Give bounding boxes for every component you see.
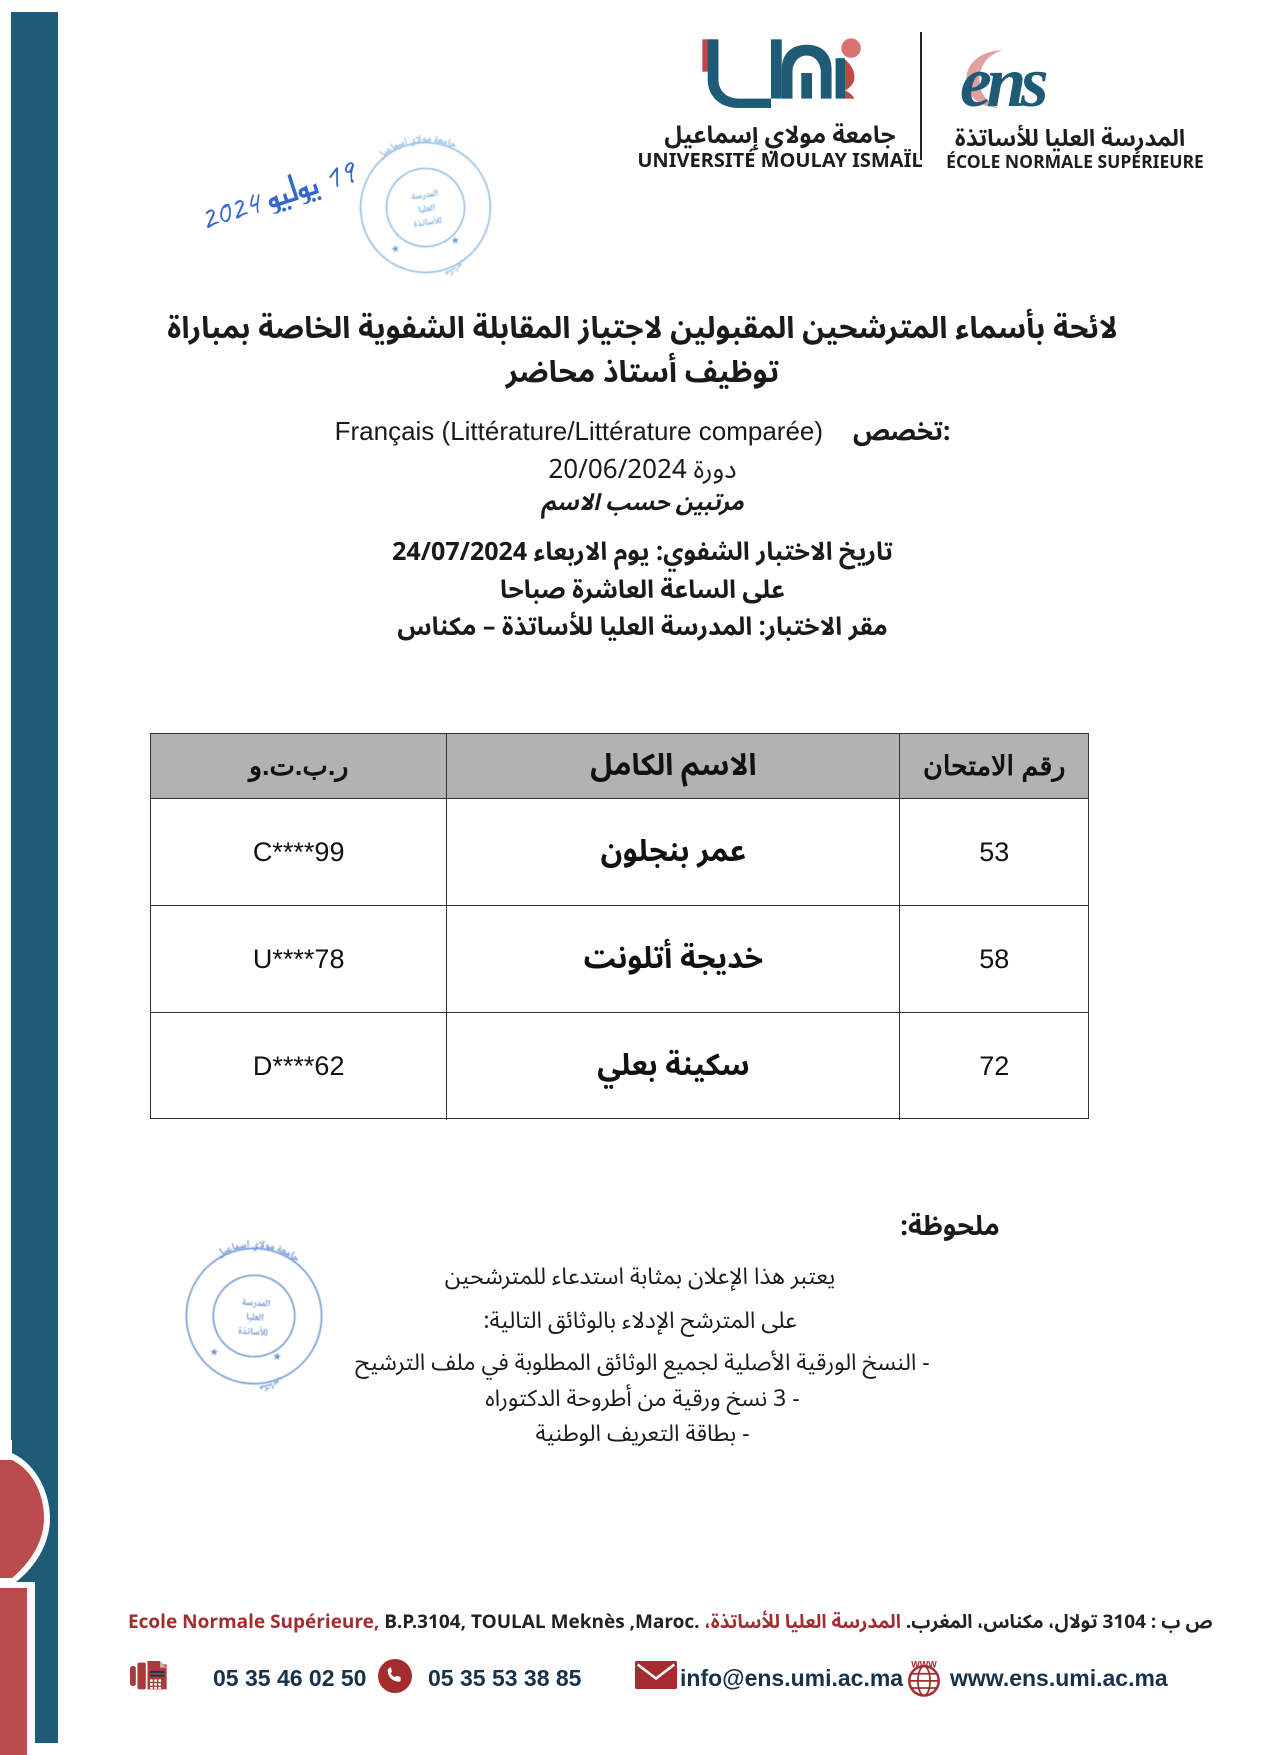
svg-text:ens: ens [960, 44, 1047, 114]
svg-text:المدرسة العليا للأ: المدرسة العليا للأساتذة [237, 1296, 271, 1343]
svg-text:مكناس: مكناس [257, 1372, 287, 1398]
svg-text:المدرسة العليا للأ: المدرسة العليا للأساتذة [408, 186, 444, 233]
svg-text:جامعة مولاي اسماعيل: جامعة مولاي اسماعيل [372, 126, 462, 166]
svg-text:مكناس: مكناس [441, 255, 471, 281]
svg-text:WWW: WWW [911, 1660, 937, 1670]
svg-text:جامعة مولاي اسماعيل: جامعة مولاي اسماعيل [212, 1233, 304, 1269]
svg-text:★ ★: ★ ★ [208, 1343, 283, 1366]
